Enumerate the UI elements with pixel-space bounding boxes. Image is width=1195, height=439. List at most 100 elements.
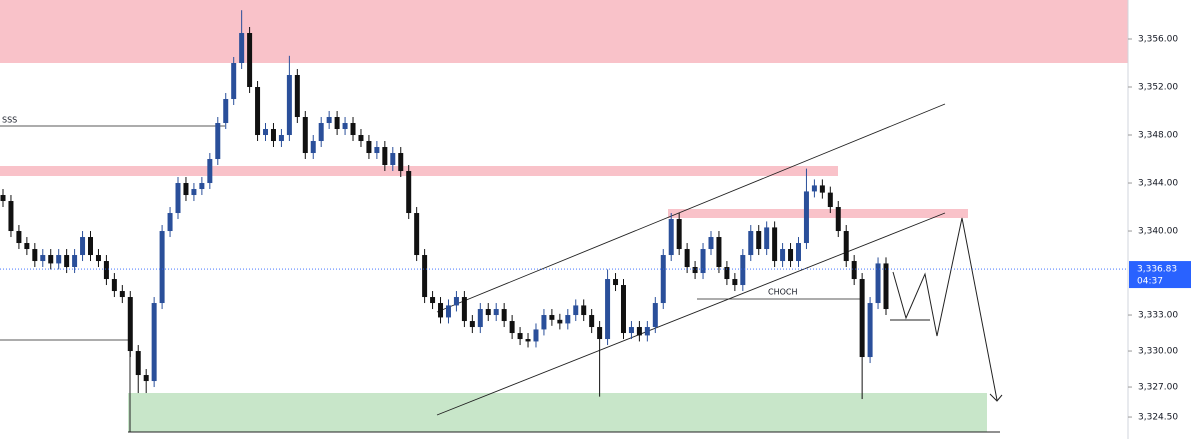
candle-body xyxy=(239,33,245,64)
candle-body xyxy=(803,191,809,244)
candle-body xyxy=(843,231,849,262)
candle-body xyxy=(223,99,229,124)
candle-body xyxy=(135,351,141,376)
candle-body xyxy=(310,141,316,154)
candle-body xyxy=(95,255,101,262)
candle-body xyxy=(493,309,499,316)
demand-zone xyxy=(128,393,987,432)
candle-body xyxy=(557,319,563,324)
candle-body xyxy=(350,123,356,136)
candle-body xyxy=(676,219,682,250)
candle-body xyxy=(438,303,444,318)
y-tick-label: 3,324.50 xyxy=(1138,413,1178,423)
last-price-label: 3,336.83 xyxy=(1137,265,1177,275)
candle-body xyxy=(827,192,833,208)
candle-body xyxy=(183,183,189,196)
candle-body xyxy=(453,297,459,306)
candle-body xyxy=(756,231,762,250)
candle-body xyxy=(270,129,276,142)
candles xyxy=(0,10,889,400)
candle-body xyxy=(414,213,420,256)
candle-body xyxy=(517,333,523,340)
candle-body xyxy=(541,315,547,330)
candle-body xyxy=(724,267,730,280)
candle-body xyxy=(398,153,404,172)
candle-body xyxy=(549,315,555,320)
candle-body xyxy=(430,297,436,304)
candle-body xyxy=(72,255,78,268)
y-tick-label: 3,333.00 xyxy=(1138,311,1178,321)
candle-body xyxy=(509,321,515,334)
candle-body xyxy=(565,315,571,324)
y-tick-label: 3,344.00 xyxy=(1138,179,1178,189)
candle-body xyxy=(477,309,483,328)
candle-body xyxy=(835,207,841,232)
channel-upper xyxy=(436,103,946,313)
sss-label: SSS xyxy=(2,116,17,125)
candle-body xyxy=(175,183,181,214)
y-tick-label: 3,352.00 xyxy=(1138,83,1178,93)
candle-body xyxy=(708,237,714,250)
candle-body xyxy=(32,249,38,262)
candle-body xyxy=(613,279,619,286)
candle-body xyxy=(422,255,428,298)
y-tick-label: 3,356.00 xyxy=(1138,35,1178,45)
candle-body xyxy=(581,305,587,316)
candle-body xyxy=(628,327,634,334)
y-tick-label: 3,330.00 xyxy=(1138,347,1178,357)
countdown-label: 04:37 xyxy=(1137,277,1163,287)
candle-body xyxy=(485,309,491,316)
candle-body xyxy=(740,255,746,286)
candle-body xyxy=(127,297,133,352)
candle-body xyxy=(374,147,380,154)
candle-body xyxy=(795,243,801,262)
candle-body xyxy=(684,249,690,268)
candle-body xyxy=(16,231,22,244)
candle-body xyxy=(231,63,237,100)
arrow-head xyxy=(989,393,1003,402)
candle-body xyxy=(80,237,86,256)
candle-body xyxy=(668,219,674,256)
candle-body xyxy=(207,159,213,184)
candle-body xyxy=(366,141,372,154)
candle-body xyxy=(748,231,754,256)
candle-body xyxy=(636,327,642,336)
candle-body xyxy=(501,309,507,322)
resistance-band xyxy=(0,166,838,176)
candle-body xyxy=(286,75,292,136)
candle-body xyxy=(151,303,157,382)
candle-body xyxy=(573,305,579,316)
candle-body xyxy=(334,117,340,130)
channel-lower xyxy=(436,212,946,416)
candle-body xyxy=(103,261,109,280)
candle-body xyxy=(263,129,269,136)
choch-label: CHOCH xyxy=(768,288,798,297)
candle-body xyxy=(199,183,205,190)
candle-body xyxy=(8,201,14,232)
candle-body xyxy=(644,327,650,336)
candle-body xyxy=(215,123,221,160)
candle-body xyxy=(382,147,388,166)
candle-body xyxy=(48,255,54,264)
candle-body xyxy=(64,255,70,268)
candle-body xyxy=(406,171,412,214)
candle-body xyxy=(247,33,253,88)
candle-body xyxy=(342,123,348,130)
candle-body xyxy=(692,267,698,274)
candle-body xyxy=(255,87,261,136)
candle-body xyxy=(143,375,149,382)
projection-path xyxy=(892,217,998,401)
candle-body xyxy=(167,213,173,232)
candle-body xyxy=(859,279,865,358)
candle-body xyxy=(660,255,666,304)
candle-body xyxy=(326,117,332,124)
candle-body xyxy=(620,285,626,334)
candle-body xyxy=(652,303,658,328)
candle-body xyxy=(0,195,6,202)
last-price-box xyxy=(1129,261,1191,289)
candle-body xyxy=(700,249,706,274)
candle-body xyxy=(358,135,364,142)
candle-body xyxy=(318,123,324,142)
candle-body xyxy=(875,263,881,304)
